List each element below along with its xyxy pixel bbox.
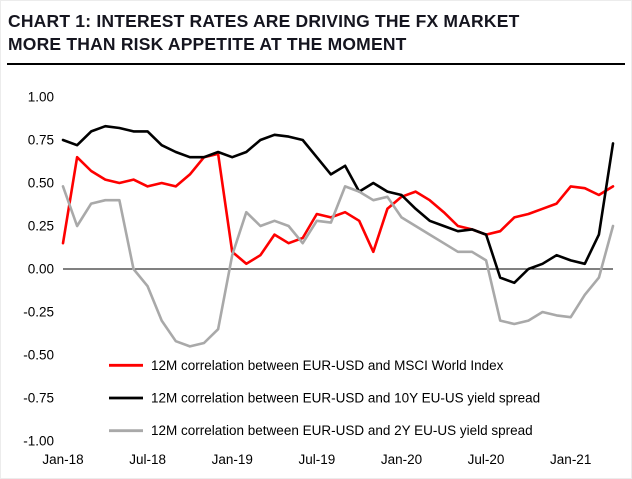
y-axis-tick-label: 1.00	[28, 90, 54, 105]
chart-area: 1.00 0.75 0.50 0.25 0.00 -0.25 -0.50 -0.75 -1.00…	[3, 85, 631, 475]
series-line-2y-spread	[61, 185, 615, 348]
y-axis-tick-label: 0.50	[28, 176, 54, 191]
legend-label-2y-spread: 12M correlation between EUR-USD and 2Y E…	[151, 423, 533, 438]
series-line-msci-world	[61, 152, 615, 266]
y-axis-tick-label: 0.25	[28, 219, 54, 234]
x-axis-tick-label: Jul-19	[298, 452, 335, 467]
x-axis-tick-label: Jul-18	[129, 452, 166, 467]
legend-label-msci-world: 12M correlation between EUR-USD and MSCI…	[151, 358, 504, 373]
chart-title-line-2: MORE THAN RISK APPETITE AT THE MOMENT	[8, 34, 407, 55]
y-axis-tick-label: 0.75	[28, 133, 54, 148]
chart-title-line-1: CHART 1: INTEREST RATES ARE DRIVING THE …	[8, 11, 520, 31]
y-axis-tick-label: 0.00	[28, 262, 54, 277]
correlation-chart: 1.00 0.75 0.50 0.25 0.00 -0.25 -0.50 -0.75 -1.00…	[23, 90, 615, 467]
title-divider	[7, 63, 625, 66]
x-axis-tick-label: Jan-21	[550, 452, 591, 467]
legend-label-10y-spread: 12M correlation between EUR-USD and 10Y …	[151, 391, 540, 406]
y-axis-tick-label: -0.25	[23, 305, 54, 320]
x-axis-tick-label: Jan-18	[42, 452, 83, 467]
y-axis-tick-label: -0.75	[23, 391, 54, 406]
series-line-10y-spread	[61, 124, 615, 285]
x-axis-tick-label: Jan-20	[381, 452, 422, 467]
chart-title: CHART 1: INTEREST RATES ARE DRIVING THE …	[1, 1, 631, 56]
y-axis-tick-label: -1.00	[23, 434, 54, 449]
x-axis-tick-label: Jan-19	[212, 452, 253, 467]
y-axis-tick-label: -0.50	[23, 348, 54, 363]
x-axis-tick-label: Jul-20	[468, 452, 505, 467]
